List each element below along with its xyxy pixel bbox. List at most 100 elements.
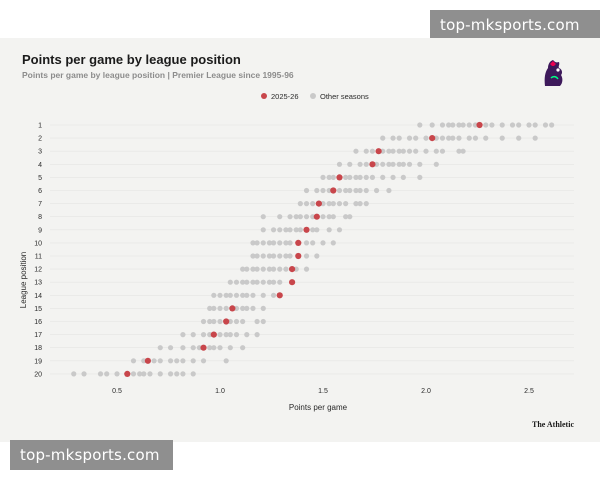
point-other-season xyxy=(211,318,217,325)
point-other-season xyxy=(207,318,213,325)
point-other-season xyxy=(97,371,104,377)
point-other-season xyxy=(283,253,289,259)
point-other-season xyxy=(310,214,316,220)
point-other-season xyxy=(266,240,273,246)
point-other-season xyxy=(217,345,223,351)
point-other-season xyxy=(320,187,326,194)
point-other-season xyxy=(439,135,446,141)
point-other-season xyxy=(373,161,380,167)
point-current-season xyxy=(330,187,337,194)
point-other-season xyxy=(211,345,217,351)
point-other-season xyxy=(357,201,363,207)
point-other-season xyxy=(277,240,283,246)
point-other-season xyxy=(293,214,299,220)
point-other-season xyxy=(223,305,229,311)
point-other-season xyxy=(266,279,273,285)
x-axis-ticks: 0.5 1.0 1.5 2.0 2.5 xyxy=(112,388,534,395)
point-other-season xyxy=(303,266,310,272)
point-other-season xyxy=(549,122,555,128)
point-other-season xyxy=(190,371,196,377)
point-other-season xyxy=(509,122,516,128)
point-other-season xyxy=(283,266,289,272)
point-other-season xyxy=(303,214,310,220)
point-other-season xyxy=(254,253,260,259)
point-other-season xyxy=(390,174,396,180)
point-other-season xyxy=(217,318,223,325)
point-other-season xyxy=(250,279,256,285)
point-other-season xyxy=(310,240,316,246)
point-other-season xyxy=(386,161,392,167)
point-other-season xyxy=(287,214,293,220)
point-other-season xyxy=(114,371,120,377)
point-other-season xyxy=(330,214,336,220)
point-other-season xyxy=(363,161,369,167)
legend-swatch-current xyxy=(261,93,267,99)
point-current-season xyxy=(223,318,230,325)
point-other-season xyxy=(157,371,163,377)
point-other-season xyxy=(483,122,489,128)
point-other-season xyxy=(526,122,532,128)
point-other-season xyxy=(254,266,260,272)
point-other-season xyxy=(270,266,277,272)
point-other-season xyxy=(233,318,240,325)
point-other-season xyxy=(283,227,289,233)
point-other-season xyxy=(363,201,369,207)
point-other-season xyxy=(277,266,283,272)
point-other-season xyxy=(320,214,326,220)
point-other-season xyxy=(433,135,439,141)
point-other-season xyxy=(250,253,256,259)
point-other-season xyxy=(211,292,217,298)
point-other-season xyxy=(141,358,147,364)
point-other-season xyxy=(499,122,505,128)
point-other-season xyxy=(466,135,472,141)
point-other-season xyxy=(287,240,293,246)
point-other-season xyxy=(227,292,233,298)
point-other-season xyxy=(287,253,293,259)
point-other-season xyxy=(330,201,336,207)
point-other-season xyxy=(303,253,310,259)
y-tick-label: 17 xyxy=(34,332,42,339)
point-other-season xyxy=(386,187,392,194)
point-other-season xyxy=(413,148,419,154)
point-other-season xyxy=(151,358,157,364)
point-other-season xyxy=(240,292,246,298)
point-other-season xyxy=(260,253,266,259)
watermark-top: top-mksports.com xyxy=(430,10,600,40)
y-tick-label: 20 xyxy=(34,371,42,378)
point-other-season xyxy=(400,174,406,180)
point-other-season xyxy=(297,227,303,233)
point-other-season xyxy=(353,174,359,180)
point-other-season xyxy=(266,253,273,259)
point-other-season xyxy=(516,122,522,128)
point-other-season xyxy=(446,122,452,128)
point-other-season xyxy=(223,332,229,338)
point-other-season xyxy=(363,187,369,194)
point-other-season xyxy=(71,371,77,377)
watermark-bottom: top-mksports.com xyxy=(10,440,173,470)
point-other-season xyxy=(174,358,180,364)
point-other-season xyxy=(217,305,223,311)
point-other-season xyxy=(277,279,283,285)
point-current-season xyxy=(303,226,310,233)
point-other-season xyxy=(217,292,223,298)
point-other-season xyxy=(287,227,293,233)
point-other-season xyxy=(406,135,413,141)
point-other-season xyxy=(396,135,402,141)
point-other-season xyxy=(260,279,266,285)
point-other-season xyxy=(244,332,250,338)
point-other-season xyxy=(343,174,349,180)
point-other-season xyxy=(406,148,413,154)
y-tick-label: 19 xyxy=(34,358,42,365)
point-other-season xyxy=(396,161,402,167)
point-other-season xyxy=(347,174,353,180)
point-other-season xyxy=(254,240,260,246)
point-other-season xyxy=(314,227,320,233)
point-other-season xyxy=(466,122,472,128)
point-current-season xyxy=(375,148,382,155)
point-current-season xyxy=(429,135,436,142)
y-tick-label: 9 xyxy=(38,227,42,234)
point-other-season xyxy=(233,332,240,338)
point-other-season xyxy=(167,345,174,351)
point-other-season xyxy=(456,135,462,141)
point-other-season xyxy=(250,266,256,272)
